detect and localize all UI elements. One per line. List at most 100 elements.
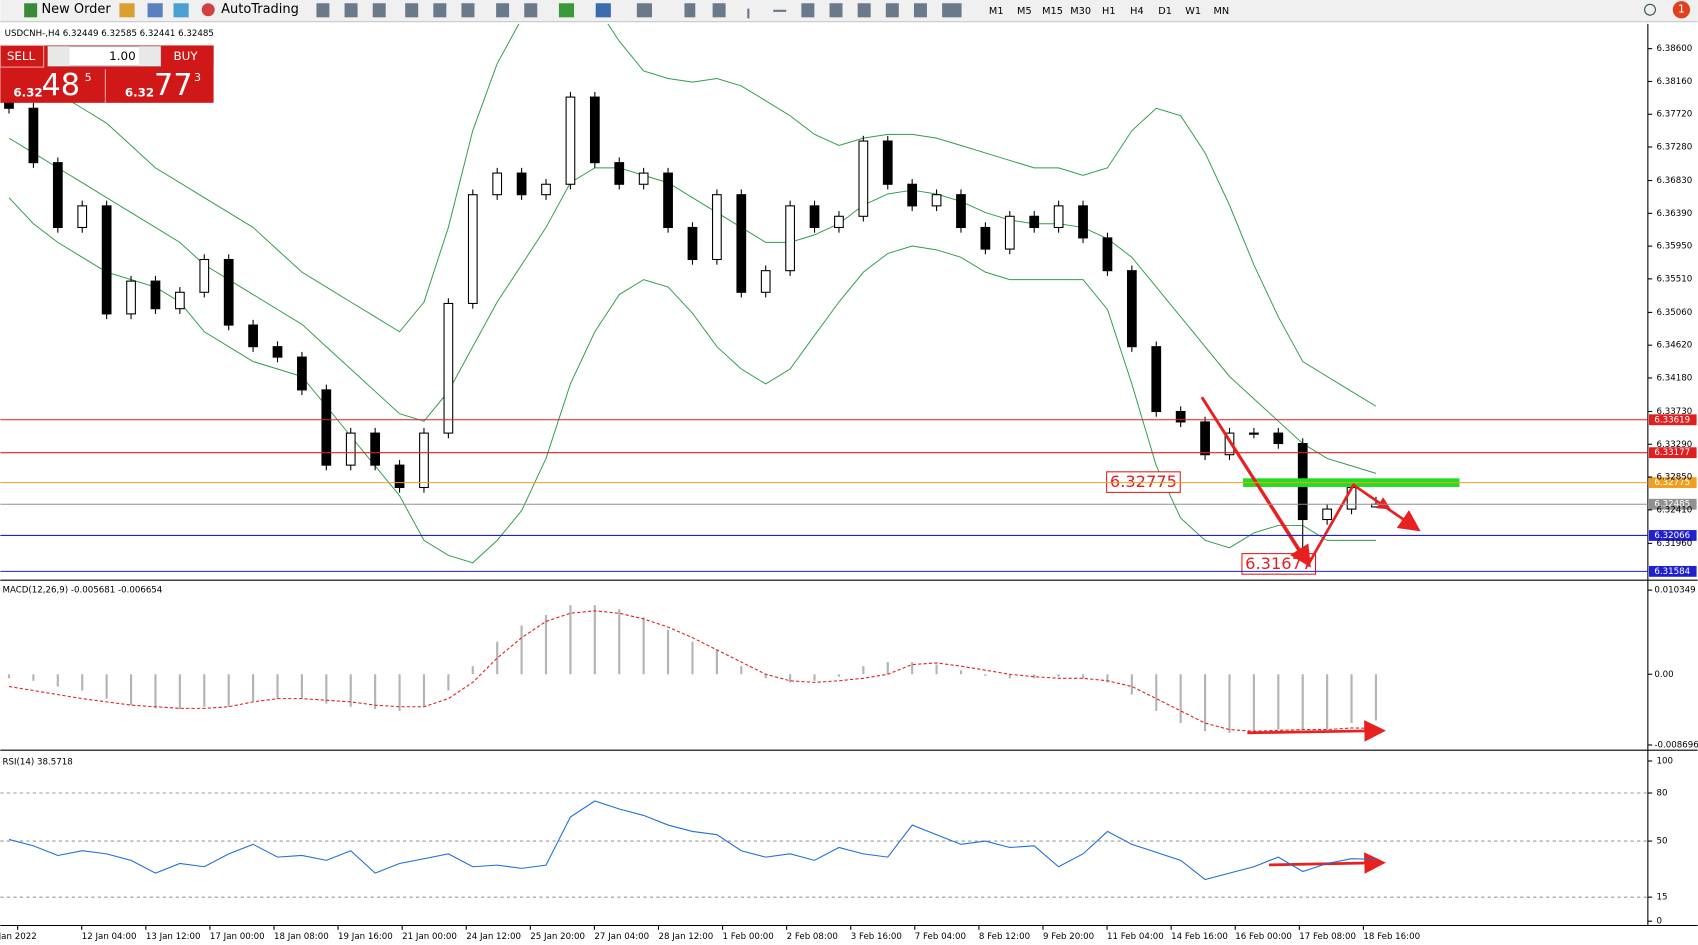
tool-icon[interactable] — [147, 3, 163, 18]
autotrading-button[interactable]: AutoTrading — [221, 2, 299, 17]
candle-body — [1126, 270, 1137, 348]
x-tick-label: 14 Feb 16:00 — [1171, 932, 1228, 942]
y-tick-label: 6.35950 — [1657, 242, 1693, 252]
tool-icon[interactable] — [595, 3, 611, 18]
timeframe-button[interactable]: W1 — [1185, 6, 1201, 17]
tool-icon[interactable] — [829, 3, 843, 18]
tool-icon[interactable] — [747, 8, 750, 19]
sell-price-small[interactable]: 5 — [85, 71, 92, 84]
price-level-tag — [1648, 565, 1697, 577]
timeframe-button[interactable]: M15 — [1042, 6, 1063, 17]
x-tick-label: 16 Feb 00:00 — [1235, 932, 1292, 942]
candle-body — [858, 140, 869, 217]
candle-body — [541, 183, 551, 196]
price-level-tag — [1648, 530, 1697, 541]
notification-count: 1 — [1678, 3, 1685, 16]
timeframe-button[interactable]: H4 — [1130, 6, 1144, 17]
autotrading-icon[interactable] — [201, 3, 215, 17]
candle-body — [443, 302, 454, 434]
buy-price-small[interactable]: 3 — [194, 71, 201, 84]
one-click-panel: SELL 1.00 BUY 6.32 48 5 6.32 77 3 — [0, 44, 214, 103]
candle-body — [492, 172, 503, 196]
tool-icon[interactable] — [773, 9, 787, 12]
tool-icon[interactable] — [712, 3, 726, 18]
y-tick-label: 6.33730 — [1657, 407, 1693, 417]
candle-body — [297, 356, 307, 391]
lots-value: 1.00 — [109, 49, 135, 63]
candle-body — [638, 172, 649, 185]
tool-icon[interactable] — [372, 3, 386, 18]
candle-body — [736, 194, 747, 293]
tool-icon[interactable] — [316, 3, 330, 18]
tool-icon[interactable] — [857, 3, 871, 18]
tool-icon[interactable] — [119, 3, 135, 18]
tool-icon[interactable] — [461, 3, 475, 18]
price-level-tag — [1648, 498, 1697, 510]
x-tick-label: 2 Feb 08:00 — [787, 932, 838, 942]
tool-icon[interactable] — [173, 3, 189, 18]
candle-body — [223, 258, 234, 326]
candle-body — [834, 215, 844, 229]
timeframe-button[interactable]: M30 — [1070, 6, 1091, 17]
drawn-arrow — [1366, 493, 1391, 510]
tool-icon[interactable] — [405, 3, 419, 18]
rsi-line — [8, 800, 1376, 881]
lots-down[interactable] — [47, 46, 70, 67]
x-tick-label: 3 Feb 16:00 — [851, 932, 902, 942]
new-order-icon[interactable] — [24, 3, 38, 18]
buy-price-prefix[interactable]: 6.32 — [125, 86, 154, 100]
sell-label: SELL — [7, 49, 36, 63]
tool-icon[interactable] — [496, 3, 510, 18]
x-tick-label: 13 Jan 12:00 — [146, 932, 201, 942]
search-icon[interactable] — [1644, 3, 1656, 16]
x-tick-label: 7 Feb 04:00 — [915, 932, 966, 942]
candle-body — [28, 107, 39, 164]
x-tick-label: 1 Feb 00:00 — [723, 932, 774, 942]
timeframe-button[interactable]: D1 — [1158, 6, 1172, 17]
x-tick-label: 18 Jan 08:00 — [274, 932, 329, 942]
candle-body — [882, 140, 893, 185]
candle-body — [907, 183, 918, 207]
tool-icon[interactable] — [433, 3, 447, 18]
tool-icon[interactable] — [942, 3, 962, 18]
timeframe-button[interactable]: M1 — [989, 6, 1004, 17]
candle-body — [1249, 432, 1259, 435]
buy-button[interactable] — [162, 45, 214, 68]
y-tick-label: 50 — [1657, 837, 1668, 847]
y-tick-label: 6.35060 — [1657, 308, 1693, 318]
tool-icon[interactable] — [801, 3, 815, 18]
candle-body — [150, 280, 161, 310]
tool-icon[interactable] — [913, 3, 927, 18]
x-tick-label: 24 Jan 12:00 — [466, 932, 521, 942]
tool-icon[interactable] — [684, 3, 696, 18]
lots-up[interactable] — [138, 46, 161, 67]
new-order-button[interactable]: New Order — [41, 2, 111, 17]
y-tick-label: 6.38600 — [1657, 44, 1693, 54]
tool-icon[interactable] — [344, 3, 358, 18]
sell-button[interactable] — [0, 44, 45, 68]
tool-icon[interactable] — [524, 3, 538, 18]
sell-price-prefix[interactable]: 6.32 — [13, 86, 42, 100]
timeframes: M1 M5 M15 M30 H1 H4 D1 W1 MN — [989, 6, 1229, 17]
notification-badge[interactable] — [1672, 1, 1691, 19]
price-level-tag — [1648, 477, 1697, 489]
tool-icon[interactable] — [636, 3, 652, 18]
y-tick-label: 6.36390 — [1657, 209, 1693, 219]
buy-price-big[interactable]: 77 — [154, 68, 193, 103]
timeframe-button[interactable]: M5 — [1017, 6, 1032, 17]
tool-icon[interactable] — [558, 3, 575, 18]
tool-icon[interactable] — [885, 3, 899, 18]
price-level-label: 6.32485 — [1654, 500, 1690, 510]
candle-body — [589, 96, 600, 164]
timeframe-button[interactable]: MN — [1214, 6, 1230, 17]
chart-title: USDCNH-,H4 6.32449 6.32585 6.32441 6.324… — [5, 29, 214, 39]
sell-price-big[interactable]: 48 — [41, 68, 80, 103]
y-tick-label: 80 — [1657, 789, 1668, 799]
candle-body — [77, 205, 88, 229]
timeframe-button[interactable]: H1 — [1102, 6, 1116, 17]
candle-body — [931, 194, 942, 207]
candle-body — [370, 432, 381, 466]
y-tick-label: 6.34180 — [1657, 373, 1693, 383]
y-tick-label: 0 — [1657, 917, 1663, 927]
